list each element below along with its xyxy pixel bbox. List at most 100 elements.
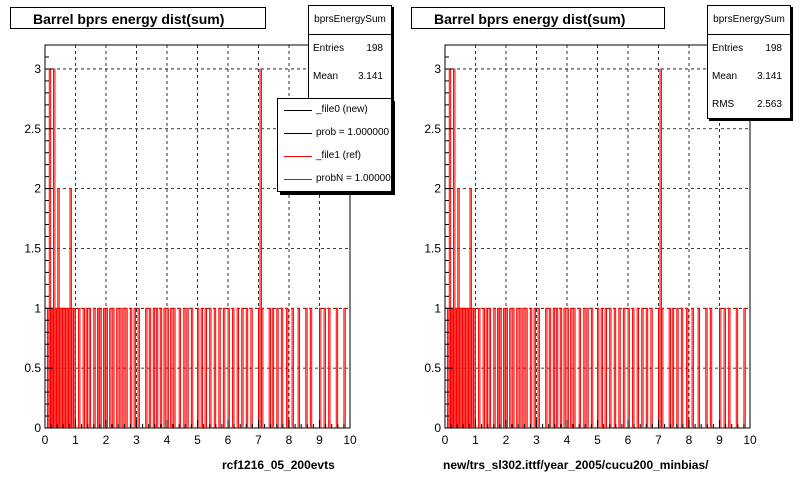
histogram-bin (276, 307, 279, 428)
histogram-bin (271, 307, 275, 428)
histogram-bin (163, 307, 166, 428)
x-tick-label: 7 (655, 433, 662, 447)
histogram-bin (728, 307, 731, 428)
histogram-bin (186, 307, 189, 428)
histogram-bin (597, 307, 600, 428)
histogram-bin (190, 307, 194, 428)
histogram-bin (645, 307, 649, 428)
x-tick-label: 10 (343, 433, 357, 447)
y-tick-label: 2.5 (424, 122, 441, 136)
histogram-bin (618, 307, 621, 428)
left-plot-title: Barrel bprs energy dist(sum) (10, 7, 266, 29)
histogram-bin (668, 307, 672, 428)
right-histogram: 0 1 2 3 4 5 6 7 8 9 10 0 0.5 1 1.5 2 2.5 3 (424, 44, 757, 447)
histogram-bin (697, 307, 701, 428)
histogram-bin (297, 307, 301, 428)
histogram-bin (496, 307, 500, 428)
y-tick-label: 1 (434, 301, 441, 315)
histogram-bin (323, 307, 326, 428)
histogram-bin (488, 307, 492, 428)
histogram-bin (261, 307, 264, 428)
histogram-bin (268, 307, 272, 428)
y-tick-label: 1 (34, 301, 41, 315)
histogram-bin (552, 307, 556, 428)
histogram-bin (743, 307, 746, 428)
histogram-bin (583, 307, 586, 428)
histogram-bin (286, 307, 289, 428)
histogram-bin (112, 307, 115, 428)
histogram-bin (548, 307, 552, 428)
histogram-bin (512, 307, 515, 428)
histogram-bin (471, 307, 474, 428)
histogram-bin (622, 307, 626, 428)
histogram-bin (148, 307, 152, 428)
legend-item-file1: _file1 (ref) (278, 145, 391, 168)
histogram-bin (650, 307, 653, 428)
histogram-bin (129, 307, 133, 428)
histogram-bin (604, 307, 607, 428)
histogram-bin (291, 307, 294, 428)
legend-box: _file0 (new) prob = 1.000000 _file1 (ref… (277, 98, 392, 192)
histogram-bin (719, 307, 722, 428)
histogram-bin (204, 307, 207, 428)
x-tick-label: 9 (716, 433, 723, 447)
histogram-bin (78, 307, 81, 428)
stats-entries-value: 198 (366, 43, 383, 54)
stats-entries-row: Entries 198 (708, 35, 790, 63)
x-tick-label: 1 (472, 433, 479, 447)
histogram-bin (85, 307, 89, 428)
histogram-bin (319, 307, 322, 428)
stats-rms-value: 2.563 (756, 99, 782, 110)
x-tick-label: 8 (286, 433, 293, 447)
histogram-bin (88, 307, 92, 428)
histogram-bin (99, 307, 102, 428)
histogram-bin (159, 307, 163, 428)
histogram-bin (525, 307, 528, 428)
y-tick-label: 3 (434, 62, 441, 76)
histogram-bin (122, 307, 125, 428)
histogram-bin (516, 307, 519, 428)
histogram-bin (119, 307, 122, 428)
histogram-bin (309, 307, 313, 428)
histogram-bin (200, 307, 204, 428)
histogram-bin (73, 307, 76, 428)
x-tick-label: 9 (316, 433, 323, 447)
y-tick-label: 2 (434, 182, 441, 196)
histogram-bin (573, 307, 576, 428)
x-tick-label: 3 (133, 433, 140, 447)
histogram-bin (680, 307, 684, 428)
stats-mean-row: Mean 3.141 (708, 63, 790, 91)
histogram-bin (676, 307, 679, 428)
histogram-bin (259, 68, 262, 428)
histogram-bin (570, 307, 573, 428)
y-tick-label: 0 (34, 421, 41, 435)
x-tick-label: 10 (743, 433, 757, 447)
histogram-bin (155, 307, 159, 428)
left-histogram: 0 1 2 3 4 5 6 7 8 9 10 0 0.5 1 1.5 2 2.5 3 (24, 44, 357, 447)
histogram-bin (280, 307, 284, 428)
stats-mean-value: 3.141 (756, 71, 782, 82)
histogram-bin (116, 307, 119, 428)
legend-item-prob: prob = 1.000000 (278, 122, 391, 145)
histogram-bin (537, 307, 540, 428)
histogram-bin (197, 307, 200, 428)
histogram-bin (236, 307, 240, 428)
x-tick-label: 8 (686, 433, 693, 447)
left-run-label: rcf1216_05_200evts (222, 458, 335, 472)
x-tick-label: 2 (503, 433, 510, 447)
histogram-bin (152, 307, 156, 428)
histogram-bin (503, 307, 506, 428)
histogram-bin (232, 307, 235, 428)
stats-name: bprsEnergySum (708, 6, 790, 35)
histogram-bin (659, 68, 662, 428)
histogram-bin (109, 307, 112, 428)
histogram-bin (691, 307, 694, 428)
histogram-bin (328, 307, 331, 428)
histogram-bin (93, 307, 96, 428)
histogram-bin (586, 307, 589, 428)
histogram-bin (209, 307, 212, 428)
x-tick-label: 3 (533, 433, 540, 447)
right-run-label: new/trs_sl302.ittf/year_2005/cucu200_min… (443, 458, 709, 472)
histogram-bin (545, 307, 548, 428)
right-stats-box: bprsEnergySum Entries 198 Mean 3.141 RMS 2.… (707, 5, 791, 119)
